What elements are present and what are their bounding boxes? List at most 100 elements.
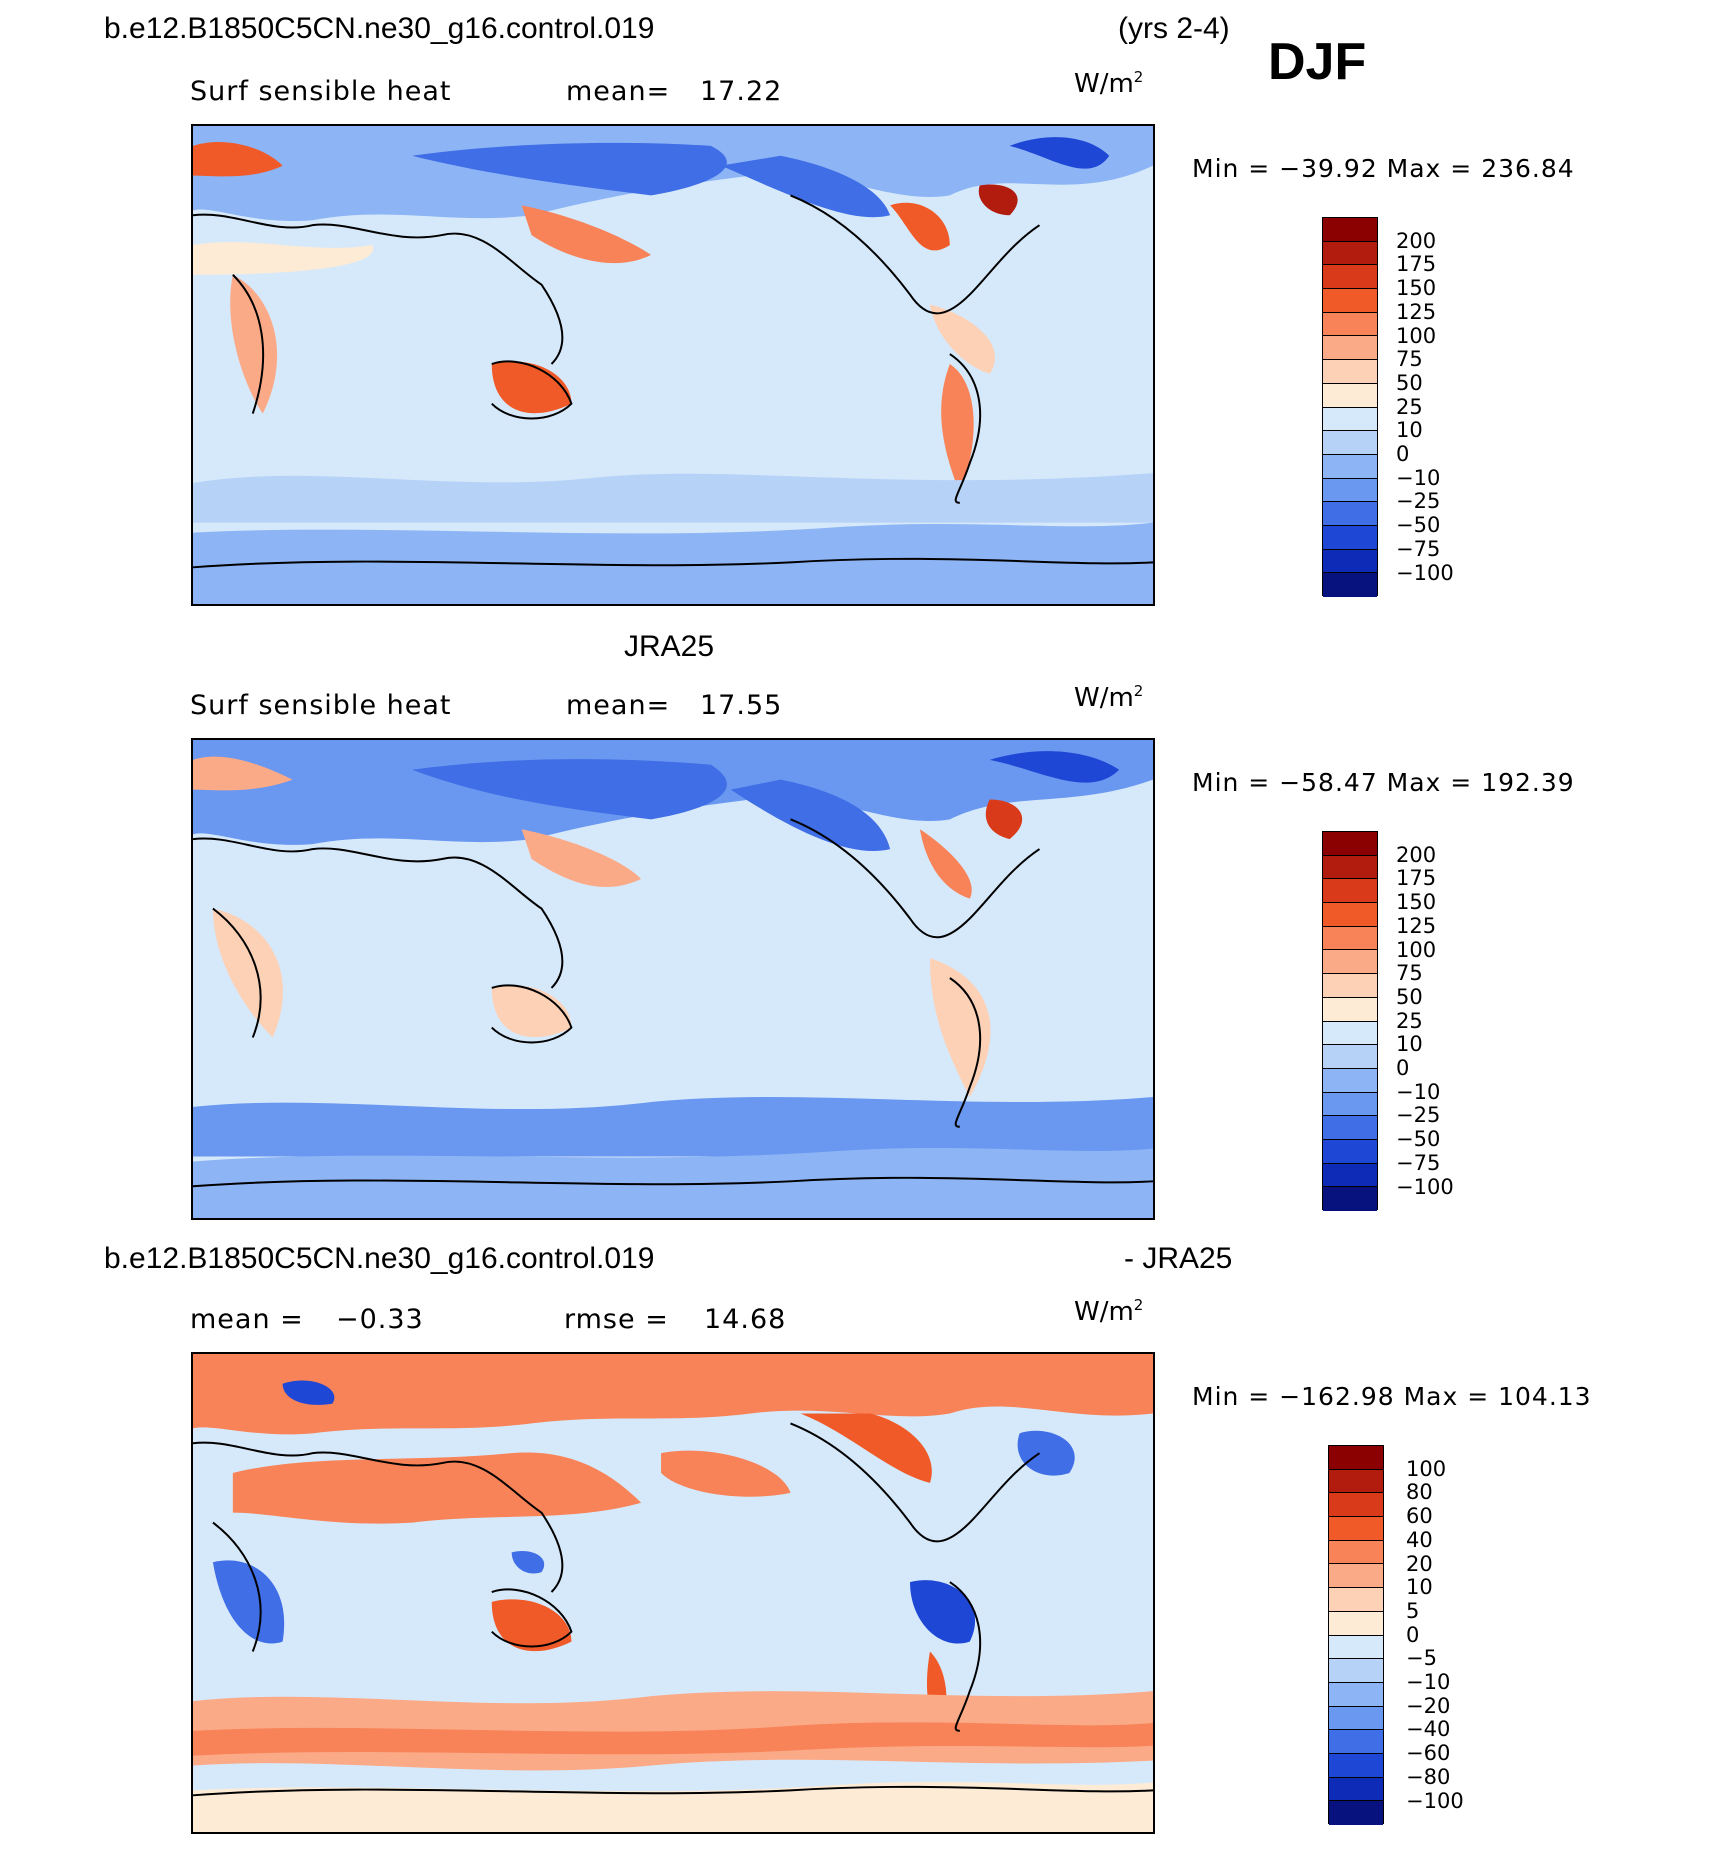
- colorbar-swatch: [1329, 1611, 1383, 1636]
- colorbar-swatch: [1329, 1540, 1383, 1565]
- panel1-colorbar: [1322, 217, 1378, 597]
- colorbar-swatch: [1323, 525, 1377, 550]
- colorbar-swatch: [1323, 573, 1377, 597]
- colorbar-swatch: [1329, 1493, 1383, 1518]
- colorbar-swatch: [1329, 1801, 1383, 1825]
- colorbar-tick-label: 100: [1406, 1456, 1447, 1481]
- colorbar-tick-label: 100: [1396, 323, 1437, 348]
- colorbar-swatch: [1323, 241, 1377, 266]
- colorbar-swatch: [1323, 1187, 1377, 1211]
- years-label: (yrs 2-4): [1118, 12, 1230, 45]
- panel3-rmse-label: rmse =: [564, 1304, 669, 1335]
- colorbar-swatch: [1323, 1139, 1377, 1164]
- colorbar-tick-label: 100: [1396, 937, 1437, 962]
- colorbar-swatch: [1323, 855, 1377, 880]
- colorbar-tick-label: −100: [1396, 560, 1454, 585]
- panel2-units: W/m2: [1074, 682, 1144, 713]
- colorbar-tick-label: 175: [1396, 252, 1437, 277]
- case-title: b.e12.B1850C5CN.ne30_g16.control.019: [104, 12, 655, 45]
- colorbar-tick-label: 80: [1406, 1480, 1433, 1505]
- colorbar-swatch: [1323, 879, 1377, 904]
- colorbar-swatch: [1329, 1469, 1383, 1494]
- colorbar-tick-label: 10: [1396, 1032, 1423, 1057]
- colorbar-swatch: [1329, 1682, 1383, 1707]
- panel1-variable-label: Surf sensible heat: [190, 76, 452, 107]
- colorbar-swatch: [1323, 549, 1377, 574]
- colorbar-tick-label: 0: [1406, 1622, 1420, 1647]
- colorbar-tick-label: −80: [1406, 1764, 1451, 1789]
- colorbar-swatch: [1323, 312, 1377, 337]
- colorbar-tick-label: 50: [1396, 370, 1423, 395]
- colorbar-swatch: [1323, 454, 1377, 479]
- colorbar-tick-label: −10: [1396, 465, 1441, 490]
- season-label: DJF: [1268, 33, 1367, 91]
- colorbar-tick-label: 25: [1396, 1008, 1423, 1033]
- colorbar-swatch: [1323, 360, 1377, 384]
- panel3-mean-value: −0.33: [336, 1304, 424, 1335]
- colorbar-tick-label: 125: [1396, 299, 1437, 324]
- colorbar-tick-label: 150: [1396, 890, 1437, 915]
- colorbar-swatch: [1323, 218, 1377, 242]
- colorbar-swatch: [1329, 1753, 1383, 1778]
- colorbar-tick-label: −75: [1396, 536, 1441, 561]
- colorbar-swatch: [1323, 832, 1377, 856]
- colorbar-tick-label: 175: [1396, 866, 1437, 891]
- panel3-minmax: Min = −162.98 Max = 104.13: [1192, 1382, 1592, 1411]
- colorbar-swatch: [1329, 1517, 1383, 1541]
- colorbar-swatch: [1323, 1163, 1377, 1188]
- colorbar-swatch: [1329, 1564, 1383, 1589]
- colorbar-tick-label: 10: [1396, 418, 1423, 443]
- colorbar-swatch: [1323, 336, 1377, 361]
- colorbar-tick-label: 75: [1396, 347, 1423, 372]
- panel3-colorbar: [1328, 1445, 1384, 1825]
- colorbar-swatch: [1329, 1659, 1383, 1683]
- colorbar-swatch: [1323, 1116, 1377, 1140]
- colorbar-tick-label: 200: [1396, 842, 1437, 867]
- panel3-units: W/m2: [1074, 1296, 1144, 1327]
- colorbar-swatch: [1329, 1706, 1383, 1731]
- colorbar-swatch: [1323, 974, 1377, 998]
- colorbar-swatch: [1329, 1588, 1383, 1612]
- panel2-mean-label: mean=: [566, 690, 671, 721]
- panel3-mean-label: mean =: [190, 1304, 304, 1335]
- panel1-minmax: Min = −39.92 Max = 236.84: [1192, 154, 1575, 183]
- colorbar-swatch: [1323, 950, 1377, 975]
- colorbar-swatch: [1323, 1092, 1377, 1117]
- colorbar-tick-label: −100: [1396, 1174, 1454, 1199]
- colorbar-tick-label: −40: [1406, 1717, 1451, 1742]
- colorbar-tick-label: −5: [1406, 1646, 1437, 1671]
- colorbar-swatch: [1323, 431, 1377, 455]
- panel3-rmse-value: 14.68: [704, 1304, 787, 1335]
- colorbar-tick-label: 75: [1396, 961, 1423, 986]
- colorbar-tick-label: 125: [1396, 913, 1437, 938]
- panel1-mean-value: 17.22: [700, 76, 783, 107]
- colorbar-tick-label: 200: [1396, 228, 1437, 253]
- colorbar-tick-label: −25: [1396, 1103, 1441, 1128]
- colorbar-tick-label: 10: [1406, 1575, 1433, 1600]
- colorbar-swatch: [1323, 926, 1377, 951]
- colorbar-swatch: [1323, 502, 1377, 526]
- colorbar-tick-label: −60: [1406, 1741, 1451, 1766]
- colorbar-swatch: [1323, 903, 1377, 927]
- colorbar-tick-label: 150: [1396, 276, 1437, 301]
- colorbar-tick-label: −50: [1396, 1127, 1441, 1152]
- colorbar-swatch: [1323, 407, 1377, 432]
- panel3-map: [191, 1352, 1155, 1834]
- colorbar-tick-label: 60: [1406, 1504, 1433, 1529]
- colorbar-swatch: [1323, 1068, 1377, 1093]
- colorbar-swatch: [1329, 1446, 1383, 1470]
- colorbar-tick-label: 25: [1396, 394, 1423, 419]
- colorbar-swatch: [1329, 1730, 1383, 1754]
- colorbar-tick-label: −100: [1406, 1788, 1464, 1813]
- panel1-units: W/m2: [1074, 68, 1144, 99]
- panel1-map: [191, 124, 1155, 606]
- colorbar-swatch: [1323, 997, 1377, 1022]
- colorbar-tick-label: −20: [1406, 1693, 1451, 1718]
- colorbar-swatch: [1323, 383, 1377, 408]
- panel2-mean-value: 17.55: [700, 690, 783, 721]
- panel2-variable-label: Surf sensible heat: [190, 690, 452, 721]
- colorbar-tick-label: 40: [1406, 1527, 1433, 1552]
- colorbar-swatch: [1329, 1777, 1383, 1802]
- colorbar-tick-label: −50: [1396, 513, 1441, 538]
- panel2-colorbar: [1322, 831, 1378, 1211]
